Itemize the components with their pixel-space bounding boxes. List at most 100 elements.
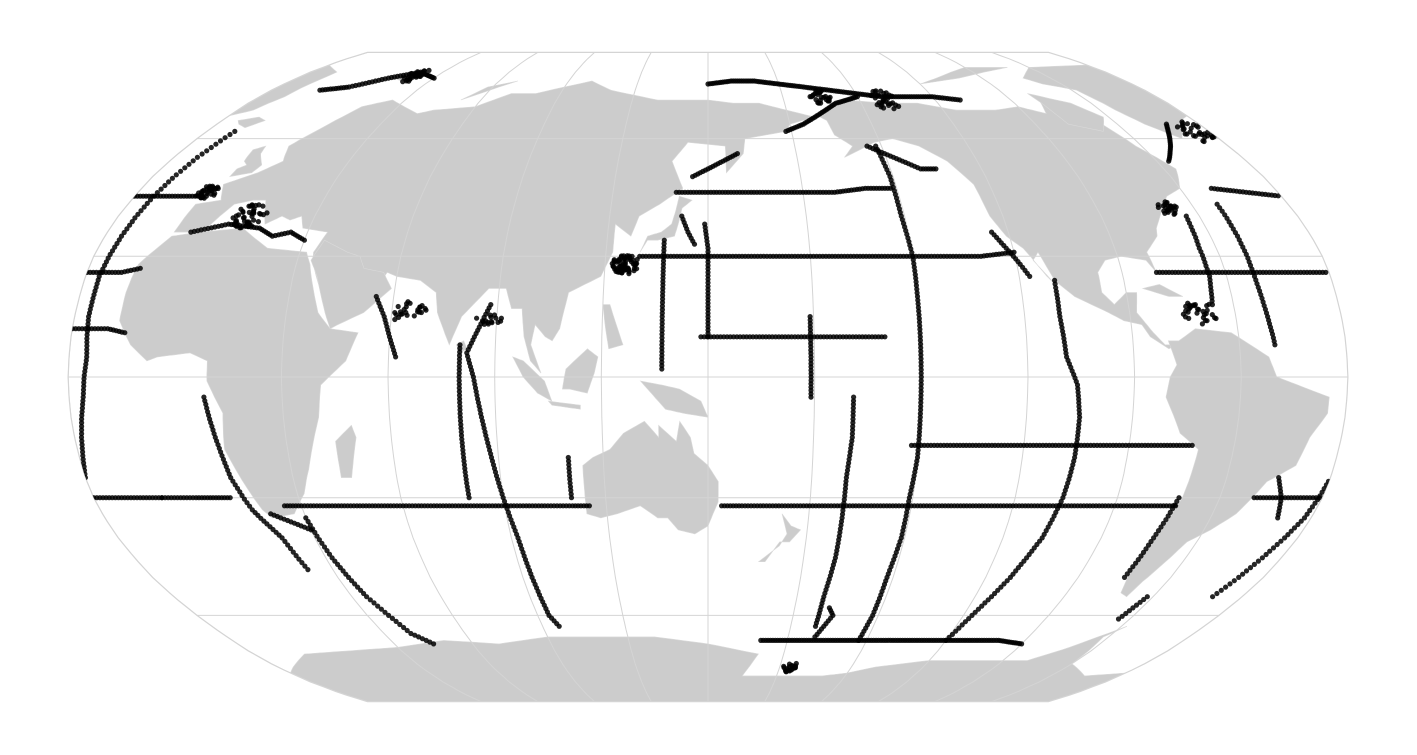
- track-point: [918, 392, 924, 398]
- track-point: [222, 135, 228, 141]
- track-point: [1291, 525, 1298, 531]
- track-point: [566, 469, 572, 475]
- track-point: [917, 326, 923, 332]
- cluster-point: [1172, 210, 1178, 216]
- cluster-point: [404, 301, 410, 307]
- track-point: [1127, 567, 1133, 573]
- landmass-svalbard: [1214, 71, 1241, 82]
- track-point: [79, 416, 85, 422]
- track-point: [1309, 504, 1315, 510]
- track-point: [972, 609, 978, 615]
- cluster-point: [818, 100, 824, 106]
- track-point: [124, 226, 130, 232]
- track-point: [812, 623, 819, 629]
- meridian-30: [280, 52, 482, 702]
- track-point: [80, 387, 87, 393]
- meridian--90: [934, 52, 1136, 702]
- track-point: [81, 376, 87, 382]
- track-point: [84, 332, 90, 338]
- track-point: [457, 400, 463, 406]
- cluster-point: [1187, 304, 1193, 311]
- track-point: [1270, 545, 1277, 551]
- track-point: [1301, 515, 1308, 521]
- track-point: [1019, 641, 1025, 647]
- track-point: [84, 343, 90, 349]
- cluster-point: [634, 256, 640, 263]
- track-point: [918, 352, 924, 358]
- cluster-point: [875, 92, 881, 98]
- meridian--120: [878, 52, 1029, 702]
- track-point: [918, 378, 924, 384]
- track-point: [166, 179, 172, 185]
- cluster-point: [1155, 204, 1161, 210]
- track-point: [1312, 500, 1318, 506]
- cluster-point: [395, 303, 401, 310]
- track-point: [389, 615, 395, 622]
- cluster-point: [821, 94, 827, 100]
- track-point: [566, 458, 572, 464]
- track-point: [319, 540, 325, 546]
- cluster-point: [812, 90, 818, 96]
- landmass-iceland: [1209, 116, 1238, 129]
- cluster-point: [1203, 311, 1209, 317]
- track-point: [918, 374, 924, 380]
- track-point: [367, 597, 373, 603]
- track-point: [1240, 571, 1246, 577]
- track-point: [1227, 581, 1233, 587]
- landmass-madagascar: [335, 424, 357, 478]
- track-point: [1119, 613, 1125, 619]
- track-point: [1236, 574, 1242, 581]
- track-point: [371, 600, 377, 606]
- landmass-cuba: [1141, 284, 1184, 297]
- track-point: [705, 334, 711, 340]
- track-point: [953, 628, 959, 634]
- cluster-point: [896, 103, 902, 109]
- cluster-point: [1183, 303, 1189, 309]
- cluster-point: [618, 254, 624, 260]
- track-point: [1130, 605, 1136, 611]
- track-point: [1267, 548, 1273, 554]
- track-point: [1275, 193, 1281, 199]
- track-point: [293, 553, 299, 559]
- cluster-point: [1193, 123, 1200, 129]
- track-point: [850, 427, 856, 433]
- track-point: [985, 597, 991, 603]
- track-point: [1210, 594, 1216, 600]
- cluster-point: [404, 312, 410, 318]
- cluster-point: [233, 213, 239, 219]
- track-point: [914, 286, 920, 292]
- track-point: [918, 345, 924, 351]
- track-point: [1295, 521, 1301, 528]
- cluster-point: [194, 193, 200, 199]
- cluster-point: [1174, 124, 1181, 130]
- track-point: [917, 330, 923, 336]
- track-point: [1275, 515, 1281, 521]
- cluster-point: [622, 261, 628, 267]
- cluster-point: [878, 88, 884, 94]
- track-point: [431, 641, 437, 647]
- track-point: [299, 560, 305, 566]
- track-point: [431, 75, 437, 81]
- cluster-point: [1179, 123, 1185, 129]
- cluster-point: [791, 664, 797, 670]
- landmass-borneo: [562, 348, 599, 394]
- track-point: [807, 314, 813, 320]
- landmass-australia: [582, 420, 719, 535]
- track-point: [1115, 616, 1122, 622]
- track-point: [918, 407, 924, 413]
- track-point: [916, 432, 922, 439]
- track-point: [915, 451, 921, 457]
- track-point: [326, 551, 333, 557]
- track-point: [456, 389, 462, 395]
- track-point: [132, 215, 138, 221]
- cluster-point: [260, 203, 266, 209]
- track-point: [79, 420, 85, 426]
- cluster-point: [246, 203, 252, 209]
- track-point: [1141, 596, 1147, 603]
- meridian-90: [494, 52, 595, 702]
- cluster-point: [882, 94, 888, 100]
- cluster-point: [422, 305, 428, 312]
- track-point: [1304, 511, 1310, 517]
- cluster-point: [1196, 306, 1202, 313]
